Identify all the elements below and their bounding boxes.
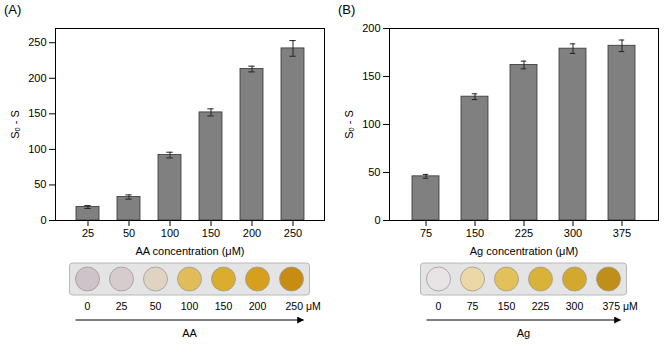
svg-text:100: 100 (362, 118, 380, 130)
svg-text:25: 25 (116, 300, 128, 312)
svg-text:50: 50 (150, 300, 162, 312)
svg-text:100: 100 (28, 143, 46, 155)
svg-text:50: 50 (123, 227, 135, 239)
svg-text:200: 200 (28, 72, 46, 84)
svg-text:150: 150 (28, 107, 46, 119)
svg-text:150: 150 (215, 300, 233, 312)
svg-text:Ag: Ag (517, 327, 530, 339)
svg-text:0: 0 (40, 214, 46, 226)
svg-text:250 μM: 250 μM (286, 300, 321, 312)
svg-text:225: 225 (532, 300, 550, 312)
svg-text:375: 375 (613, 227, 631, 239)
svg-text:200: 200 (243, 227, 261, 239)
svg-text:0: 0 (436, 300, 442, 312)
svg-text:50: 50 (34, 178, 46, 190)
svg-text:150: 150 (362, 70, 380, 82)
html-text:(B): (B) (338, 2, 356, 17)
svg-text:AA: AA (182, 327, 197, 339)
svg-text:300: 300 (566, 300, 584, 312)
svg-text:0: 0 (85, 300, 91, 312)
svg-text:300: 300 (564, 227, 582, 239)
svg-text:200: 200 (249, 300, 267, 312)
svg-text:50: 50 (368, 166, 380, 178)
svg-text:75: 75 (467, 300, 479, 312)
svg-text:375 μM: 375 μM (603, 300, 638, 312)
svg-text:150: 150 (466, 227, 484, 239)
html-text:(A): (A) (4, 2, 22, 17)
svg-text:250: 250 (284, 227, 302, 239)
svg-text:25: 25 (82, 227, 94, 239)
svg-text:100: 100 (181, 300, 199, 312)
svg-text:Ag concentration (μM): Ag concentration (μM) (470, 245, 578, 257)
svg-text:150: 150 (498, 300, 516, 312)
svg-text:225: 225 (515, 227, 533, 239)
svg-text:150: 150 (202, 227, 220, 239)
svg-text:100: 100 (161, 227, 179, 239)
svg-text:250: 250 (28, 36, 46, 48)
svg-text:0: 0 (374, 214, 380, 226)
svg-text:Sₒ - S: Sₒ - S (343, 110, 355, 139)
svg-text:200: 200 (362, 22, 380, 34)
svg-text:AA concentration (μM): AA concentration (μM) (135, 245, 244, 257)
svg-text:75: 75 (420, 227, 432, 239)
svg-text:Sₒ - S: Sₒ - S (9, 110, 21, 139)
